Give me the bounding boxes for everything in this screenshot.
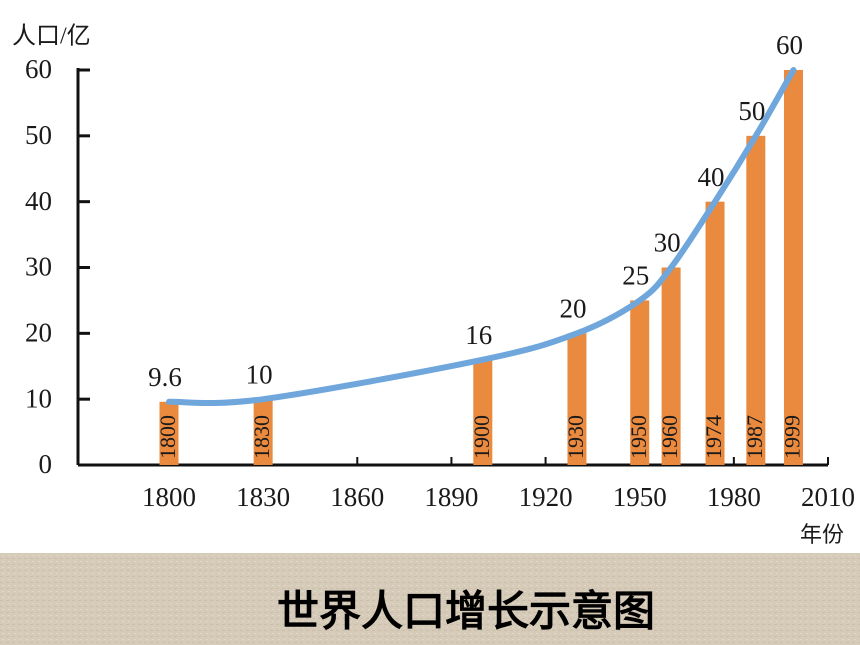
value-label: 50 xyxy=(738,96,765,126)
x-tick-label: 1980 xyxy=(707,482,761,512)
value-label: 25 xyxy=(622,261,649,291)
x-tick-label: 1950 xyxy=(613,482,667,512)
y-tick-label: 50 xyxy=(25,120,52,150)
value-label: 10 xyxy=(246,359,273,389)
bar xyxy=(630,300,650,465)
y-tick-label: 0 xyxy=(39,449,53,479)
x-tick-label: 1800 xyxy=(142,482,196,512)
x-tick-label: 1890 xyxy=(424,482,478,512)
bar-year-label: 1999 xyxy=(780,415,805,459)
y-tick-label: 10 xyxy=(25,383,52,413)
value-label: 16 xyxy=(465,320,492,350)
bar xyxy=(253,399,273,465)
bar-year-label: 1960 xyxy=(657,415,682,459)
bar-year-label: 1974 xyxy=(701,415,726,459)
x-tick-label: 1860 xyxy=(330,482,384,512)
bar xyxy=(783,70,803,465)
x-tick-label: 1830 xyxy=(236,482,290,512)
value-label: 40 xyxy=(698,162,725,192)
value-label: 30 xyxy=(654,228,681,258)
x-tick-label: 2010 xyxy=(801,482,855,512)
bar xyxy=(473,359,493,465)
bar-year-label: 1900 xyxy=(469,415,494,459)
bar-year-label: 1987 xyxy=(742,415,767,459)
value-label: 60 xyxy=(776,30,803,60)
y-tick-label: 30 xyxy=(25,252,52,282)
x-tick-label: 1920 xyxy=(519,482,573,512)
bar-year-label: 1950 xyxy=(626,415,651,459)
bar xyxy=(567,333,587,465)
value-label: 9.6 xyxy=(148,362,182,392)
y-axis-label: 人口/亿 xyxy=(12,23,91,50)
y-tick-label: 60 xyxy=(25,54,52,84)
y-tick-label: 40 xyxy=(25,186,52,216)
title-band xyxy=(0,553,860,645)
chart-title: 世界人口增长示意图 xyxy=(277,587,655,636)
bar xyxy=(159,401,179,465)
bar-year-label: 1930 xyxy=(563,415,588,459)
bar xyxy=(746,135,766,466)
trend-line xyxy=(166,67,797,407)
value-label: 20 xyxy=(559,294,586,324)
bar-year-label: 1830 xyxy=(249,415,274,459)
bar xyxy=(705,201,725,465)
x-axis-label: 年份 xyxy=(800,522,844,547)
bar xyxy=(661,267,681,465)
y-tick-label: 20 xyxy=(25,318,52,348)
bar-year-label: 1800 xyxy=(155,415,180,459)
